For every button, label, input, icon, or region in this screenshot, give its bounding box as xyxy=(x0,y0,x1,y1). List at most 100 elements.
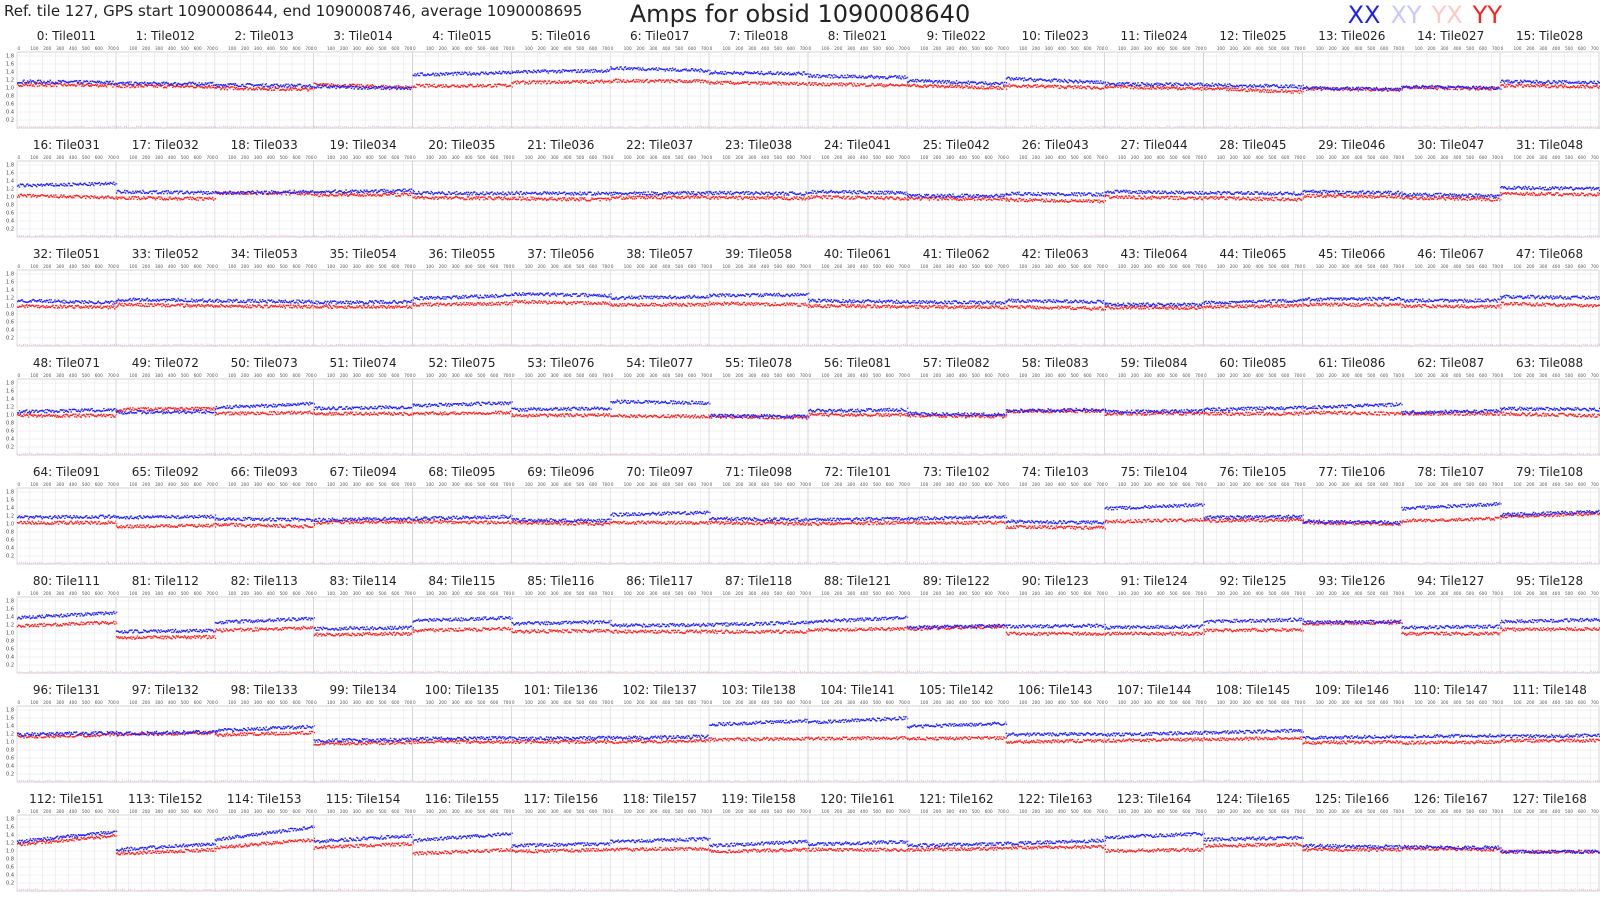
data-point xyxy=(441,74,443,76)
data-point xyxy=(318,84,320,86)
data-point xyxy=(287,86,289,89)
data-point xyxy=(845,85,847,87)
data-point xyxy=(120,81,122,84)
data-point xyxy=(1288,125,1290,127)
data-point xyxy=(362,85,365,88)
data-point xyxy=(207,82,209,84)
data-point xyxy=(826,74,828,77)
data-point xyxy=(309,88,312,90)
data-point xyxy=(137,86,140,88)
data-point xyxy=(466,74,469,76)
data-point xyxy=(1177,126,1179,128)
data-point xyxy=(156,83,159,86)
series-xx xyxy=(17,79,118,85)
data-point xyxy=(170,126,172,128)
data-point xyxy=(322,82,325,85)
data-point xyxy=(485,85,487,87)
data-point xyxy=(559,126,561,128)
data-point xyxy=(505,72,508,75)
data-point xyxy=(843,76,845,79)
data-point xyxy=(117,127,119,129)
x-tick-label: 700 xyxy=(1294,46,1302,51)
data-point xyxy=(283,86,286,88)
data-point xyxy=(1011,127,1013,129)
data-point xyxy=(1248,90,1251,92)
data-point xyxy=(519,81,521,84)
data-point xyxy=(1241,127,1243,129)
data-point xyxy=(771,126,773,128)
data-point xyxy=(491,86,493,88)
data-point xyxy=(1147,127,1149,129)
data-point xyxy=(469,127,471,129)
data-point xyxy=(88,82,91,84)
data-point xyxy=(154,86,157,88)
data-point xyxy=(333,85,335,87)
data-point xyxy=(243,126,245,128)
data-point xyxy=(854,125,856,127)
data-point xyxy=(353,88,355,90)
data-point xyxy=(491,72,493,75)
data-point xyxy=(884,76,886,78)
data-point xyxy=(900,126,902,128)
data-point xyxy=(47,80,50,83)
data-point xyxy=(238,88,240,91)
data-point xyxy=(1003,125,1005,127)
data-point xyxy=(192,82,195,85)
data-point xyxy=(1322,125,1324,128)
data-point xyxy=(547,125,549,127)
data-point xyxy=(30,81,33,83)
data-point xyxy=(610,126,612,129)
data-point xyxy=(77,82,80,85)
data-point xyxy=(326,83,328,86)
data-point xyxy=(664,70,667,72)
data-point xyxy=(1179,87,1181,89)
data-point xyxy=(426,126,428,128)
data-point xyxy=(277,126,279,128)
data-point xyxy=(43,80,45,83)
data-point xyxy=(583,71,585,74)
data-point xyxy=(235,86,238,89)
data-point xyxy=(519,127,521,129)
data-point xyxy=(217,83,219,86)
data-point xyxy=(303,88,306,90)
data-point xyxy=(641,67,644,69)
data-point xyxy=(1136,126,1139,128)
data-point xyxy=(1368,126,1371,128)
data-point xyxy=(62,79,64,82)
data-point xyxy=(1344,88,1346,90)
data-point xyxy=(666,68,668,70)
data-point xyxy=(1052,85,1054,87)
data-point xyxy=(85,80,88,82)
data-point xyxy=(558,79,560,82)
x-tick-label: 600 xyxy=(787,46,795,51)
data-point xyxy=(215,83,218,86)
data-point xyxy=(117,126,119,128)
data-point xyxy=(277,84,279,87)
x-tick-label: 100 xyxy=(228,46,236,51)
data-point xyxy=(37,79,40,81)
data-point xyxy=(740,82,743,85)
data-point xyxy=(210,87,212,89)
data-point xyxy=(547,72,550,74)
data-point xyxy=(1019,127,1021,129)
data-point xyxy=(135,84,138,86)
data-point xyxy=(768,72,771,75)
data-point xyxy=(1145,84,1147,87)
data-point xyxy=(53,85,55,87)
data-point xyxy=(753,126,755,128)
data-point xyxy=(1007,85,1009,87)
data-point xyxy=(436,74,438,77)
data-point xyxy=(1310,89,1312,91)
data-point xyxy=(882,126,884,128)
data-point xyxy=(605,71,608,73)
data-point xyxy=(933,127,935,129)
data-point xyxy=(497,72,500,75)
data-point xyxy=(1268,89,1271,92)
data-point xyxy=(1244,88,1246,90)
data-point xyxy=(323,83,326,86)
data-point xyxy=(469,126,471,128)
data-point xyxy=(422,74,424,76)
data-point xyxy=(511,81,513,84)
data-point xyxy=(622,79,625,81)
data-point xyxy=(329,126,331,128)
